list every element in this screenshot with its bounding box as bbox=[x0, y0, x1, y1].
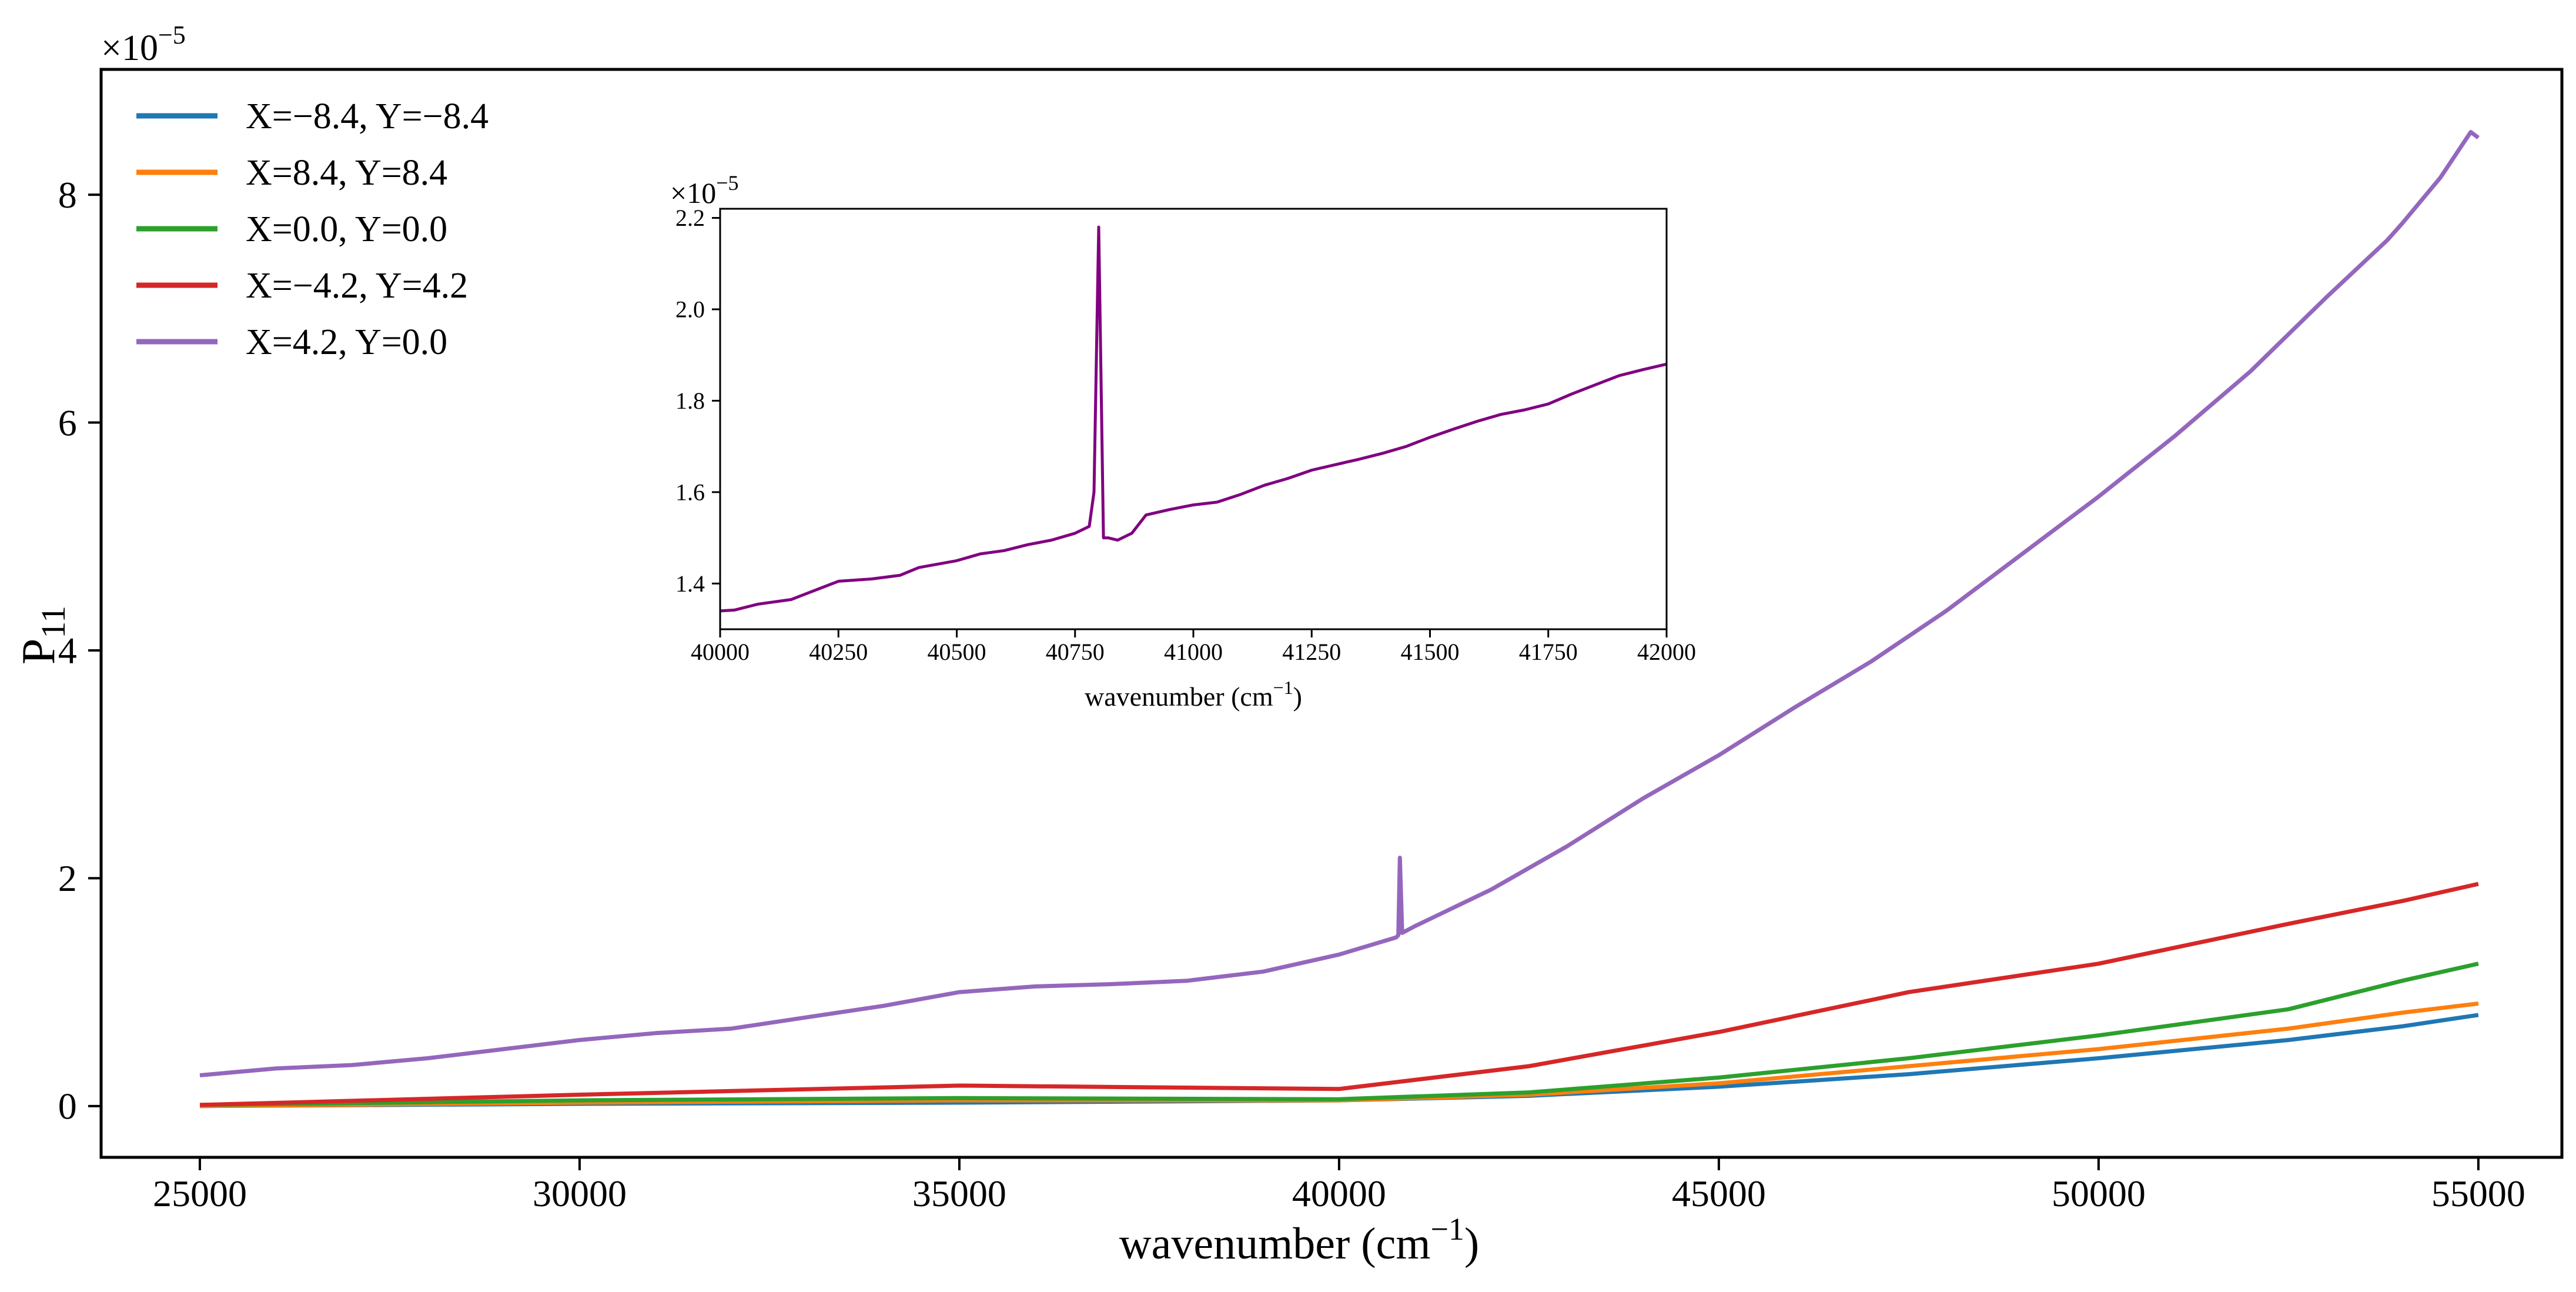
main-y-multiplier: ×10−5 bbox=[101, 21, 186, 68]
inset-x-tick-label: 40250 bbox=[809, 639, 868, 665]
inset-x-tick-label: 41750 bbox=[1519, 639, 1578, 665]
main-x-tick-label: 30000 bbox=[533, 1173, 627, 1214]
inset-series-line-0 bbox=[720, 225, 1667, 613]
legend-label-2: X=0.0, Y=0.0 bbox=[246, 209, 447, 249]
legend-label-1: X=8.4, Y=8.4 bbox=[246, 153, 447, 193]
main-x-tick-label: 45000 bbox=[1672, 1173, 1766, 1214]
inset-x-tick-label: 42000 bbox=[1637, 639, 1696, 665]
inset-x-tick-label: 41000 bbox=[1164, 639, 1223, 665]
inset-x-tick-label: 40000 bbox=[691, 639, 750, 665]
main-series-line-1 bbox=[199, 1001, 2479, 1109]
main-y-tick-label: 0 bbox=[58, 1086, 77, 1127]
main-series-line-4 bbox=[199, 130, 2480, 1077]
inset-y-tick-label: 1.6 bbox=[675, 479, 705, 505]
inset-x-tick-label: 41250 bbox=[1282, 639, 1341, 665]
main-x-tick-label: 50000 bbox=[2052, 1173, 2146, 1214]
main-series-line-2 bbox=[199, 962, 2479, 1107]
main-x-ticks: 25000 30000 35000 40000 45000 50000 55000 bbox=[153, 1157, 2525, 1214]
main-x-axis-label: wavenumber (cm−1) bbox=[1119, 1211, 1479, 1268]
inset-y-ticks: 1.4 1.6 1.8 2.0 2.2 bbox=[675, 205, 720, 597]
legend-label-4: X=4.2, Y=0.0 bbox=[246, 322, 447, 362]
main-x-tick-label: 40000 bbox=[1292, 1173, 1386, 1214]
main-y-tick-label: 2 bbox=[58, 857, 77, 899]
main-series-line-3 bbox=[199, 882, 2479, 1107]
legend-label-3: X=−4.2, Y=4.2 bbox=[246, 266, 468, 306]
main-y-tick-label: 6 bbox=[58, 402, 77, 443]
main-y-tick-label: 4 bbox=[58, 630, 77, 672]
main-y-ticks: 0 2 4 6 8 bbox=[58, 174, 101, 1127]
inset-chart: 40000 40250 40500 40750 41000 41250 41500 41750… bbox=[670, 171, 1696, 712]
main-y-axis-label: P11 bbox=[13, 606, 72, 665]
main-x-tick-label: 25000 bbox=[153, 1173, 247, 1214]
inset-x-tick-label: 40500 bbox=[928, 639, 986, 665]
main-x-tick-label: 55000 bbox=[2431, 1173, 2525, 1214]
inset-x-tick-label: 41500 bbox=[1401, 639, 1460, 665]
main-y-tick-label: 8 bbox=[58, 174, 77, 216]
inset-y-tick-label: 1.4 bbox=[675, 570, 705, 597]
main-x-tick-label: 35000 bbox=[912, 1173, 1006, 1214]
inset-x-tick-label: 40750 bbox=[1046, 639, 1105, 665]
inset-y-tick-label: 2.2 bbox=[675, 205, 705, 231]
legend-label-0: X=−8.4, Y=−8.4 bbox=[246, 96, 489, 136]
inset-y-multiplier: ×10−5 bbox=[670, 171, 739, 209]
inset-y-tick-label: 1.8 bbox=[675, 388, 705, 414]
main-series-group bbox=[199, 130, 2480, 1109]
inset-y-tick-label: 2.0 bbox=[675, 296, 705, 323]
inset-x-ticks: 40000 40250 40500 40750 41000 41250 41500 41750… bbox=[691, 629, 1696, 665]
inset-x-axis-label: wavenumber (cm−1) bbox=[1085, 677, 1302, 712]
inset-series-group bbox=[720, 225, 1667, 613]
legend: X=−8.4, Y=−8.4 X=8.4, Y=8.4 X=0.0, Y=0.0 X=… bbox=[136, 96, 489, 362]
main-plot-frame bbox=[99, 68, 2564, 1159]
main-chart: 25000 30000 35000 40000 45000 50000 55000 0 2 4 6… bbox=[13, 21, 2564, 1268]
inset-background bbox=[720, 209, 1667, 629]
